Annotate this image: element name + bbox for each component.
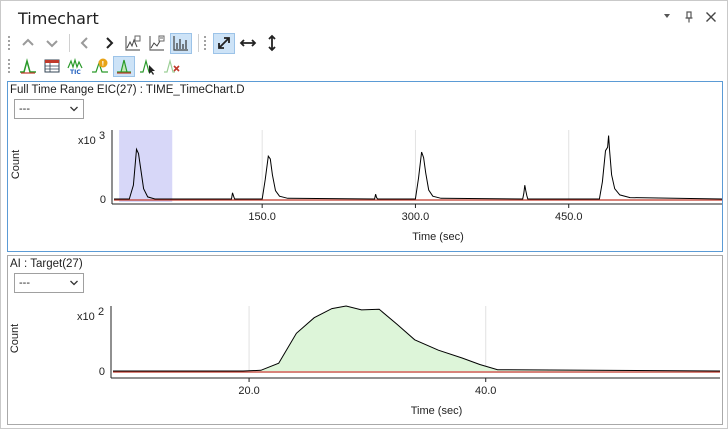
- peak-flag-icon[interactable]: !: [89, 56, 111, 77]
- series-line: [113, 305, 721, 372]
- y-axis-label: Count: [9, 324, 21, 353]
- autoscale-both-icon[interactable]: [213, 32, 235, 54]
- close-icon[interactable]: [705, 11, 717, 23]
- chart-panel-full-range[interactable]: Full Time Range EIC(27) : TIME_TimeChart…: [7, 81, 723, 252]
- peak-area-fill: [113, 306, 720, 371]
- y-exponent-label: x10: [77, 311, 95, 323]
- y-exponent-power: 3: [99, 130, 105, 142]
- chevron-down-icon[interactable]: [69, 278, 79, 288]
- x-axis-label: Time (sec): [412, 231, 464, 243]
- combo-value: ---: [19, 103, 30, 115]
- panel-combo-box[interactable]: ---: [14, 99, 84, 119]
- svg-text:!: !: [101, 60, 104, 68]
- chart-target[interactable]: x10 2 0 20.0 40.0 Time (sec) Count: [8, 256, 724, 426]
- x-tick-label: 300.0: [402, 211, 430, 223]
- title-bar: Timechart: [1, 1, 727, 33]
- autoscale-x-icon[interactable]: [237, 33, 259, 54]
- y-exponent-power: 2: [98, 306, 104, 318]
- toolbar-separator: [198, 34, 199, 52]
- grid-lines: [261, 130, 570, 199]
- peak-area-icon[interactable]: [113, 55, 135, 77]
- tic-icon[interactable]: TIC: [65, 56, 87, 77]
- toolbar-grip[interactable]: [7, 35, 11, 51]
- toolbar-peaks: TIC !: [7, 55, 185, 77]
- y-exponent-label: x10: [78, 135, 96, 147]
- x-tick-label: 20.0: [238, 385, 259, 397]
- down-arrow-icon[interactable]: [41, 33, 63, 54]
- combo-value: ---: [19, 277, 30, 289]
- peak-delete-icon[interactable]: [161, 56, 183, 77]
- pin-icon[interactable]: [683, 11, 695, 23]
- x-tick-marks: [261, 204, 570, 208]
- chart-panel-target[interactable]: AI : Target(27) --- x10 2 0 20.0 40.0 Ti…: [7, 255, 723, 425]
- selection-highlight: [119, 130, 173, 202]
- bar-chart-icon[interactable]: [170, 32, 192, 54]
- back-arrow-icon[interactable]: [74, 33, 96, 54]
- compare-chart-icon[interactable]: [146, 33, 168, 54]
- toolbar-separator: [69, 34, 70, 52]
- svg-text:TIC: TIC: [70, 69, 81, 75]
- window-title: Timechart: [18, 9, 99, 28]
- x-tick-label: 150.0: [248, 211, 276, 223]
- x-tick-label: 450.0: [555, 211, 583, 223]
- chart-full-range[interactable]: x10 3 0 150.0 300.0 450.0 Time (sec) Cou…: [8, 82, 724, 253]
- panel-combo-box[interactable]: ---: [14, 273, 84, 293]
- dropdown-arrow-icon[interactable]: [661, 11, 673, 23]
- forward-arrow-icon[interactable]: [98, 33, 120, 54]
- y-tick-label: 0: [100, 194, 106, 206]
- peak-select-icon[interactable]: [137, 56, 159, 77]
- table-icon[interactable]: [41, 56, 63, 77]
- y-tick-label: 0: [99, 366, 105, 378]
- autoscale-y-icon[interactable]: [261, 33, 283, 54]
- overlay-chart-icon[interactable]: [122, 33, 144, 54]
- panel-title: Full Time Range EIC(27) : TIME_TimeChart…: [10, 84, 245, 96]
- x-axis-label: Time (sec): [411, 405, 463, 417]
- y-axis-label: Count: [10, 150, 22, 179]
- chevron-down-icon[interactable]: [69, 104, 79, 114]
- window-controls: [661, 11, 717, 23]
- up-arrow-icon[interactable]: [17, 33, 39, 54]
- grid-lines: [248, 306, 487, 371]
- panel-title: AI : Target(27): [10, 258, 83, 270]
- toolbar-grip[interactable]: [203, 35, 207, 51]
- x-tick-label: 40.0: [475, 385, 496, 397]
- toolbar-navigation: [7, 32, 285, 54]
- toolbar-grip[interactable]: [7, 58, 11, 74]
- integrate-peak-icon[interactable]: [17, 56, 39, 77]
- x-tick-marks: [248, 378, 487, 382]
- series-line: [114, 135, 723, 200]
